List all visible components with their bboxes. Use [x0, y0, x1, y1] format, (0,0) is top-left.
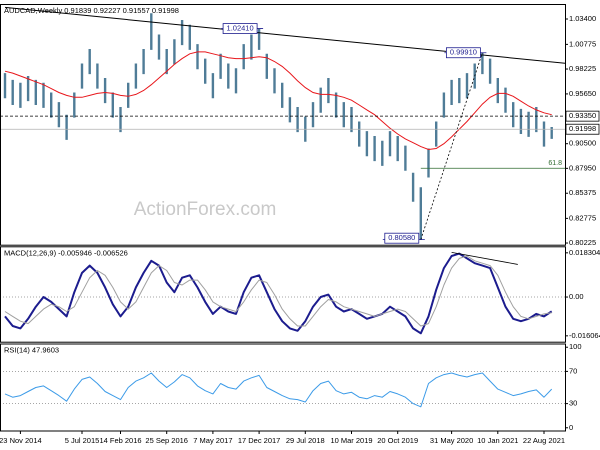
- panel-frame: [0, 343, 566, 432]
- y-tick-label: 0.82775: [569, 213, 596, 222]
- panel-title: AUDCAD,Weekly 0.91839 0.92227 0.91557 0.…: [4, 6, 179, 15]
- y-tick-label: 1.03400: [569, 14, 596, 23]
- y-tick-label: 1.00775: [569, 39, 596, 48]
- x-tick-label: 31 May 2020: [430, 436, 473, 445]
- x-tick-label: 10 Jan 2021: [477, 436, 518, 445]
- annotation-label: 0.80580: [388, 233, 415, 242]
- x-tick-label: 25 Sep 2016: [145, 436, 188, 445]
- panel-title: MACD(12,26,9) -0.005946 -0.006526: [4, 248, 128, 257]
- indicator-line: [4, 372, 553, 408]
- panel-title: RSI(14) 47.9603: [4, 345, 59, 354]
- fib-line: [420, 52, 483, 240]
- x-tick-label: 23 Nov 2014: [0, 436, 42, 445]
- panel: [0, 251, 565, 335]
- indicator-line: [4, 255, 552, 327]
- annotation-box: [222, 23, 258, 34]
- y-tick-label: 0.90500: [569, 139, 596, 148]
- y-tick-label: 0.85375: [569, 188, 596, 197]
- x-tick-label: 5 Jul 2015: [65, 436, 100, 445]
- y-tick-label: 0: [569, 423, 573, 432]
- x-tick-label: 10 Mar 2019: [330, 436, 372, 445]
- y-tick-label: 0.87950: [569, 163, 596, 172]
- y-tick-label: 0.00: [569, 292, 584, 301]
- x-tick-label: 20 Oct 2019: [377, 436, 418, 445]
- y-tick-label: 0.98225: [569, 64, 596, 73]
- price-label-box: [565, 123, 600, 135]
- y-tick-label: 0.80225: [569, 238, 596, 247]
- annotation-box: [445, 47, 481, 59]
- x-tick-label: 7 May 2017: [193, 436, 232, 445]
- x-tick-label: 14 Feb 2016: [99, 436, 141, 445]
- y-tick-label: 0.018304: [569, 248, 600, 257]
- annotation-label: 0.99910: [450, 48, 477, 57]
- price-label: 0.93350: [569, 111, 596, 120]
- panel: [0, 370, 565, 408]
- y-tick-label: 0.95650: [569, 89, 596, 98]
- y-tick-label: 30: [569, 399, 577, 408]
- fib-label: 61.8: [548, 160, 562, 167]
- annotation-label: 1.02410: [227, 24, 254, 33]
- y-tick-label: 100: [569, 342, 582, 351]
- y-tick-label: -0.016064: [569, 331, 600, 340]
- divergence-line: [451, 251, 518, 265]
- annotation-box: [384, 232, 420, 244]
- price-label: 0.91998: [569, 124, 596, 133]
- x-tick-label: 22 Aug 2021: [523, 436, 565, 445]
- price-label-box: [565, 110, 600, 122]
- y-tick-label: 70: [569, 366, 577, 375]
- x-tick-label: 17 Dec 2017: [238, 436, 281, 445]
- x-tick-label: 29 Jul 2018: [286, 436, 325, 445]
- panel-frame: [0, 246, 566, 343]
- watermark: ActionForex.com: [134, 199, 277, 220]
- panel-frame: [0, 4, 566, 246]
- moving-average: [4, 51, 552, 151]
